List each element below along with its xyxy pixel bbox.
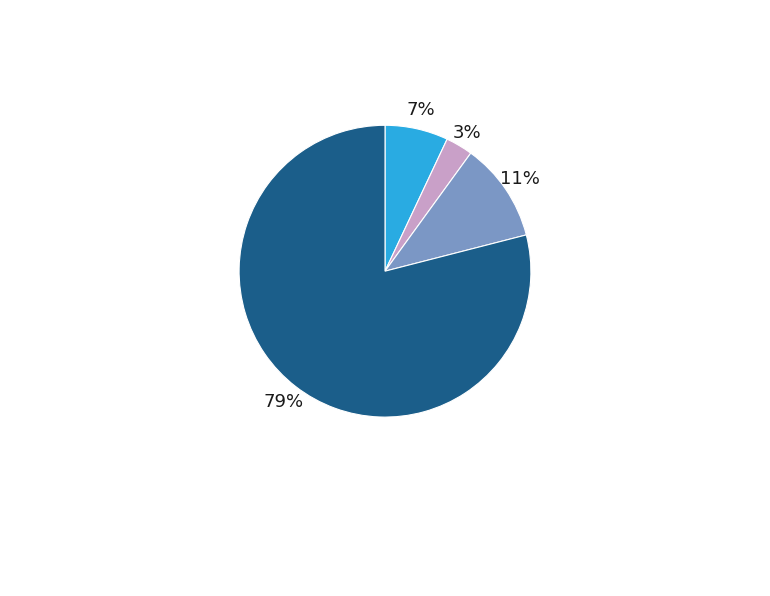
Wedge shape: [239, 125, 531, 417]
Text: 79%: 79%: [263, 393, 303, 411]
Text: 11%: 11%: [500, 170, 540, 188]
Wedge shape: [385, 125, 447, 271]
Wedge shape: [385, 139, 470, 271]
Text: 3%: 3%: [453, 123, 481, 141]
Wedge shape: [385, 153, 527, 271]
Text: 7%: 7%: [407, 101, 435, 119]
